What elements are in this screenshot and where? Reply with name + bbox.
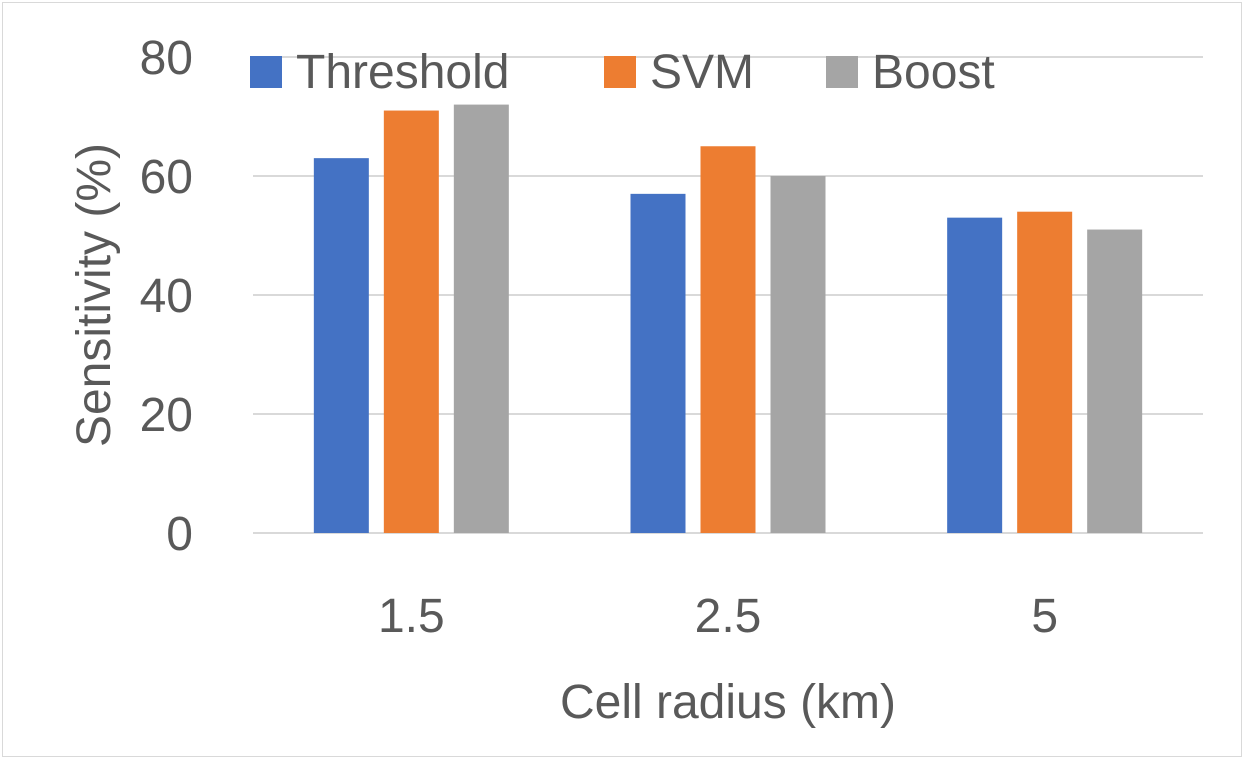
bar-threshold-2.5	[630, 193, 686, 533]
y-tick-labels: 0 20 40 60 80	[140, 32, 193, 561]
bar-threshold-5	[947, 217, 1003, 533]
y-tick-label: 80	[140, 32, 193, 85]
x-tick-label: 1.5	[378, 590, 445, 643]
bar-threshold-1.5	[313, 158, 369, 533]
bars	[313, 104, 1143, 534]
y-tick-label: 40	[140, 270, 193, 323]
y-tick-label: 20	[140, 389, 193, 442]
legend-swatch-boost	[826, 56, 858, 88]
x-tick-labels: 1.5 2.5 5	[378, 590, 1058, 643]
bar-svm-1.5	[383, 110, 439, 534]
legend: Threshold SVM Boost	[250, 46, 995, 99]
y-axis-title: Sensitivity (%)	[68, 143, 121, 447]
bar-boost-5	[1087, 229, 1143, 534]
x-tick-label: 2.5	[695, 590, 762, 643]
bar-svm-2.5	[700, 146, 756, 533]
x-tick-label: 5	[1031, 590, 1058, 643]
legend-label-svm: SVM	[650, 46, 754, 99]
legend-swatch-svm	[604, 56, 636, 88]
bar-svm-5	[1017, 211, 1073, 533]
y-tick-label: 60	[140, 151, 193, 204]
bar-boost-1.5	[453, 104, 509, 533]
legend-label-threshold: Threshold	[296, 46, 509, 99]
x-axis-title: Cell radius (km)	[560, 676, 896, 729]
bar-boost-2.5	[770, 176, 826, 533]
y-tick-label: 0	[166, 508, 193, 561]
legend-label-boost: Boost	[872, 46, 995, 99]
legend-swatch-threshold	[250, 56, 282, 88]
